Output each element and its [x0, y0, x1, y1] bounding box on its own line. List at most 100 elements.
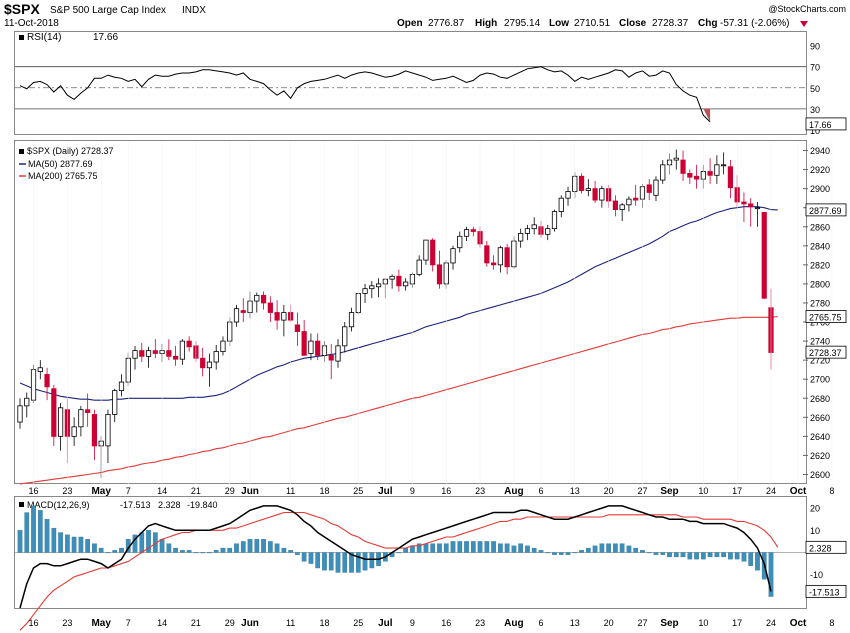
histogram-bar	[741, 552, 747, 562]
x-axis-label: Jun	[241, 486, 259, 497]
candle-body	[626, 198, 632, 206]
x-axis-label: 17	[732, 618, 742, 628]
histogram-bar	[254, 539, 260, 553]
candle-body	[403, 281, 409, 287]
x-axis-label: 20	[604, 618, 614, 628]
candle-body	[71, 426, 77, 437]
x-axis-label: 25	[353, 618, 363, 628]
histogram-bar	[315, 552, 321, 569]
histogram-bar	[180, 550, 185, 553]
x-axis-label: Jun	[241, 618, 259, 629]
ma200-last-tag: 2765.75	[809, 313, 842, 323]
candle-body	[470, 229, 476, 232]
candle-body	[741, 201, 747, 205]
candle-body	[592, 188, 598, 201]
candle-body	[389, 275, 395, 280]
x-axis-label: 23	[475, 618, 485, 628]
histogram-bar	[267, 541, 273, 553]
histogram-bar	[328, 552, 334, 571]
macd-tick-label: -10	[810, 570, 823, 580]
x-axis-label: 18	[319, 618, 329, 628]
candle-body	[37, 367, 43, 372]
candle-body	[112, 390, 118, 415]
candle-body	[342, 326, 348, 347]
chart-date: 11-Oct-2018	[4, 18, 59, 29]
candle-body	[653, 179, 659, 196]
macd-tick-label: 20	[810, 504, 820, 514]
high-label: High	[475, 18, 497, 29]
candle-body	[145, 350, 152, 357]
candle-body	[294, 324, 300, 332]
histogram-bar	[78, 536, 84, 553]
candle-body	[233, 308, 240, 323]
histogram-bar	[119, 547, 124, 553]
macd-line	[19, 505, 772, 609]
price-tick-label: 2640	[810, 432, 830, 442]
candle-body	[484, 245, 490, 264]
price-tick-label: 2800	[810, 279, 830, 289]
candle-body	[619, 204, 625, 210]
histogram-bar	[37, 510, 43, 553]
x-axis-label: 29	[225, 486, 235, 496]
x-axis-label: Jul	[378, 618, 393, 629]
histogram-bar	[626, 545, 632, 553]
x-axis-label: 24	[766, 486, 776, 496]
x-axis-label: 14	[157, 618, 167, 628]
x-axis-label: 23	[475, 486, 485, 496]
histogram-bar	[484, 541, 490, 553]
histogram-bar	[349, 552, 354, 573]
candle-body	[504, 247, 510, 268]
x-axis-label: 23	[62, 618, 72, 628]
candle-body	[254, 294, 260, 302]
candle-body	[206, 361, 213, 369]
low-value: 2710.51	[574, 18, 611, 29]
macd-legend-label: MACD(12,26,9)	[27, 500, 90, 510]
signal-last-tag-box	[805, 540, 847, 554]
candle-body	[518, 233, 524, 242]
candle-body	[260, 294, 267, 304]
open-value: 2776.87	[428, 18, 465, 29]
histogram-bar	[619, 543, 625, 553]
ma200-line	[19, 315, 778, 485]
x-axis-label: Aug	[504, 618, 523, 629]
x-axis-label: 16	[441, 486, 451, 496]
x-axis-label: 7	[126, 618, 131, 628]
histogram-bar	[200, 552, 206, 554]
candle-body	[436, 264, 443, 285]
ma50-last-tag-box	[805, 203, 847, 217]
candle-body	[599, 188, 605, 201]
candle-body	[687, 172, 693, 178]
x-axis-label: 23	[62, 486, 72, 496]
histogram-bar	[173, 547, 178, 553]
rsi-last-tag-box	[805, 117, 847, 131]
histogram-bar	[552, 552, 557, 555]
macd-legend: MACD(12,26,9) -17.513 2.328 -19.840	[19, 500, 218, 510]
price-tick-label: 2820	[810, 260, 830, 270]
histogram-bar	[734, 552, 740, 560]
price-panel-frame	[14, 140, 807, 484]
histogram-bar	[721, 552, 726, 558]
x-axis-label: 16	[441, 618, 451, 628]
histogram-bar	[58, 532, 63, 553]
ma50-last-tag: 2877.69	[809, 206, 842, 216]
price-tick-label: 2900	[810, 184, 830, 194]
histogram-bar	[457, 541, 463, 553]
x-axis-label: May	[91, 486, 111, 497]
candle-body	[497, 247, 503, 266]
rsi-legend-swatch	[19, 35, 24, 40]
ma200-last-tag-box	[805, 310, 847, 323]
close-last-tag: 2728.37	[809, 348, 842, 358]
x-axis-label: 7	[126, 486, 131, 496]
x-axis-label: 24	[766, 618, 776, 628]
candle-body	[714, 164, 720, 176]
histogram-bar	[227, 547, 233, 553]
index-name: S&P 500 Large Cap Index	[50, 5, 166, 16]
x-axis-label: 16	[29, 618, 39, 628]
candle-body	[362, 288, 368, 294]
histogram-bar	[146, 530, 151, 553]
high-value: 2795.14	[504, 18, 541, 29]
histogram-bar	[105, 552, 111, 554]
price-tick-label: 2700	[810, 375, 830, 385]
histogram-bar	[633, 547, 639, 553]
histogram-legend-value: -19.840	[187, 500, 218, 510]
